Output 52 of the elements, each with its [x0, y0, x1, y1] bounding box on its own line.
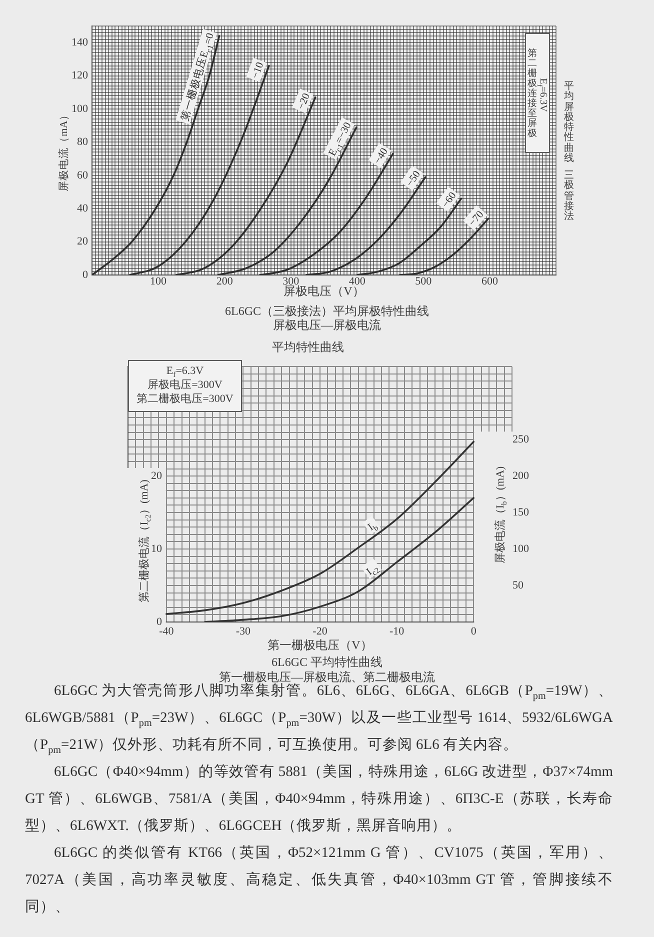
text: −40: [372, 146, 390, 166]
text: −70: [467, 209, 486, 229]
text: Ic2: [364, 566, 382, 578]
text: Ec1=−30: [327, 120, 354, 158]
text: 6L6GC 为大管壳筒形八脚功率集射管。6L6、6L6G、6L6GA、6L6GB（P$_{pm}$=19W）、6L6WGB/5881（P$_{pm}$=23W）、6L6GC（P$_{pm}$=30W）以及一些工业型号 1614、5932/6L6WGA（P$_{pm}$=21W）仅外形、功耗有所不同，可互换使用。可参阅 6L6 有关内容。: [25, 683, 613, 756]
text: 第一栅极电压—屏极电流、第二栅极电流: [219, 670, 435, 684]
y-tick-label: 0: [156, 616, 162, 628]
annotation: E$_{f}$=6.3V: [166, 364, 205, 380]
y2-tick-label: 100: [512, 542, 530, 555]
annotation: 第二栅极电压=300V: [136, 392, 234, 406]
line-series: [92, 35, 220, 275]
x-tick-label: 0: [470, 625, 477, 638]
x-tick-label: 600: [481, 275, 498, 288]
y-tick-label: 20: [77, 236, 88, 248]
x-tick-label: 200: [216, 275, 234, 288]
text: 6L6GC 平均特性曲线: [270, 655, 384, 670]
y2-tick-label: 200: [512, 470, 530, 482]
y2-tick-label: 150: [512, 506, 530, 518]
x-axis-title: 第一栅极电压（V）: [268, 638, 372, 652]
y-tick-label: 120: [72, 70, 88, 82]
text: 6L6GC 的类似管有 KT66（英国，Φ52×121mm G 管）、CV1075（英国，军用）、7027A（美国，高功率灵敏度、高稳定、低失真管，Φ40×103mm GT 管，管脚接续不同）、: [25, 844, 613, 917]
text: 平均屏极特性曲线: [563, 81, 575, 164]
y-tick-label: 10: [151, 542, 162, 555]
x-tick-label: -10: [389, 625, 405, 638]
text: −20: [296, 92, 313, 112]
y2-tick-label: 50: [512, 579, 524, 592]
text: 屏极电压—屏极电流: [272, 318, 382, 332]
text: −50: [404, 169, 423, 189]
y-tick-label: 140: [72, 36, 88, 48]
x-tick-label: -20: [312, 625, 328, 638]
text: −60: [440, 190, 459, 210]
y2-tick-label: 250: [512, 433, 530, 446]
text: 6L6GC（Φ40×94mm）的等效管有 5881（美国，特殊用途，6L6G 改进型，Φ37×74mm GT 管）、6L6WGB、7581/A（美国，Φ40×94mm，特殊用途）、6П3C-E（苏联，长寿命型）、6L6WXT.（俄罗斯）、6L6GCEH（俄罗斯，黑屏音响用）。: [25, 762, 613, 836]
y-tick-label: 60: [77, 169, 88, 182]
line-series: [166, 440, 474, 615]
text: −10: [250, 60, 266, 80]
text: 6L6GC（三极接法）平均屏极特性曲线: [224, 304, 430, 318]
y-tick-label: 80: [77, 136, 88, 148]
annotation: 屏极电压=300V: [146, 378, 224, 392]
text: 第一栅极电压Ec1=0: [178, 32, 216, 122]
y-axis-title: 屏极电流（mA）: [57, 110, 70, 192]
y-tick-label: 40: [77, 202, 88, 214]
text: Ib: [366, 522, 380, 534]
text: 三极管接法: [563, 170, 575, 222]
line-series: [204, 497, 474, 622]
chart-title: 平均特性曲线: [271, 339, 345, 356]
y-tick-label: 20: [151, 470, 162, 482]
x-tick-label: -30: [236, 625, 252, 638]
y-tick-label: 100: [72, 102, 88, 115]
text: 第二栅极连接至屏极: [527, 49, 538, 139]
x-tick-label: -40: [159, 625, 174, 638]
x-tick-label: 500: [415, 275, 432, 288]
